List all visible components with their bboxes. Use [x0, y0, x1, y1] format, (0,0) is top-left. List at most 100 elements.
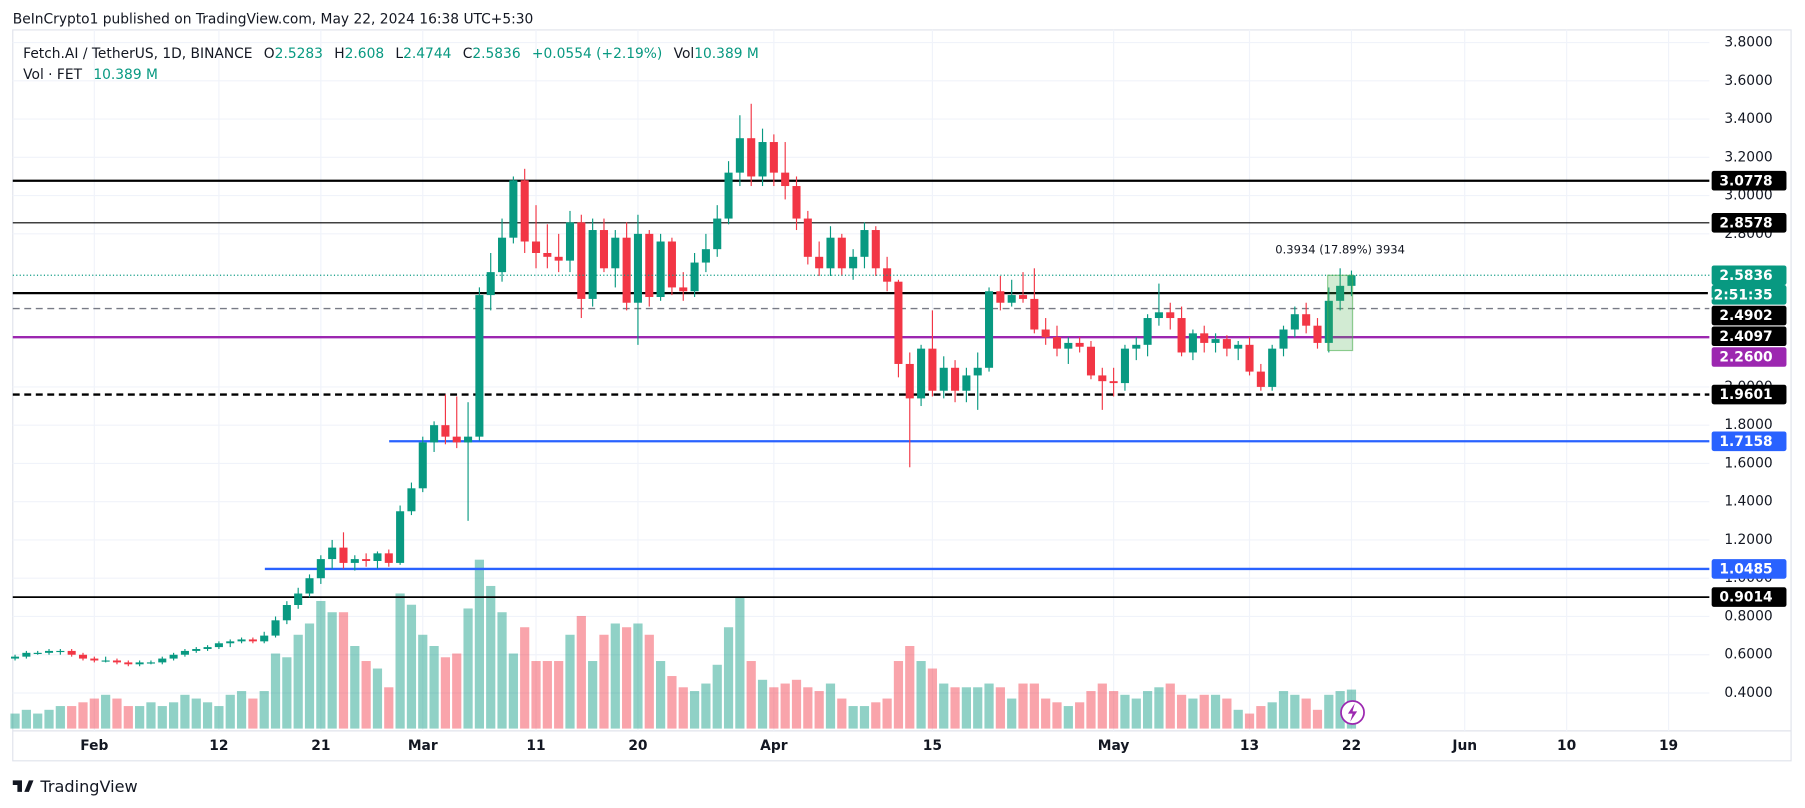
candle-body [509, 180, 518, 238]
candle-body [1256, 371, 1265, 387]
candle-body [690, 262, 699, 292]
candle-body [928, 348, 937, 391]
volume-bar [123, 706, 133, 729]
candle-body [645, 233, 654, 297]
legend-key: O [264, 46, 275, 62]
candle-body [146, 662, 155, 664]
candle-body [724, 172, 733, 219]
x-tick-label: May [1098, 738, 1130, 754]
candle-body [565, 222, 575, 261]
volume-bar [327, 612, 337, 729]
volume-bar [1142, 691, 1153, 729]
volume-bar [44, 709, 54, 729]
volume-bar [859, 706, 870, 729]
y-tick-label: 1.6000 [1724, 455, 1772, 471]
price-label-bg [1711, 326, 1787, 347]
volume-bar [554, 661, 564, 729]
legend-key: L [395, 46, 403, 62]
volume-bar [429, 646, 439, 729]
legend-key: H [334, 46, 344, 62]
x-tick-label: Apr [760, 738, 788, 754]
candle-body [633, 233, 642, 303]
volume-bar [350, 646, 360, 729]
legend-line: Fetch.AI / TetherUS, 1D, BINANCE O2.5283… [23, 46, 759, 62]
volume-bar [961, 687, 971, 729]
x-tick-label: 21 [311, 738, 330, 754]
volume-bar [316, 600, 326, 729]
volume-bar [723, 627, 734, 729]
volume-bar [248, 698, 258, 729]
volume-bar [712, 664, 722, 729]
candle-body [418, 442, 427, 489]
candle-body [996, 291, 1005, 303]
candle-body [316, 559, 325, 579]
y-tick-label: 1.8000 [1724, 417, 1772, 433]
y-tick-label: 0.6000 [1724, 647, 1772, 663]
x-tick-label: 20 [628, 738, 647, 754]
volume-bar [588, 661, 598, 729]
volume-bar [372, 668, 383, 729]
volume-bar [939, 683, 949, 729]
volume-bar [735, 597, 745, 729]
candle-body [1064, 342, 1073, 349]
candle-body [180, 650, 189, 655]
candle-body [384, 553, 393, 563]
price-label: 2.5836 [1719, 268, 1772, 284]
volume-bar [837, 698, 847, 729]
candle-body [905, 363, 914, 399]
price-label: 12:51:35 [1704, 287, 1773, 303]
volume-bar [576, 615, 586, 729]
price-label: 2.2600 [1719, 350, 1772, 366]
volume-bar [871, 702, 881, 729]
candle-body [1030, 298, 1039, 330]
candle-body [56, 650, 65, 653]
candle-body [588, 230, 597, 299]
volume-bar [338, 612, 349, 729]
volume-bar [508, 653, 518, 729]
candle-body [577, 222, 586, 299]
x-tick-label: 10 [1557, 738, 1576, 754]
price-label-bg [1711, 265, 1787, 286]
candle-body [917, 348, 926, 399]
volume-bar [893, 661, 904, 729]
price-label: 2.4097 [1719, 329, 1772, 345]
volume-bar [1210, 694, 1221, 729]
candle-body [1302, 314, 1311, 326]
volume-legend: Vol · FET 10.389 M [23, 67, 158, 83]
volume-bar [1097, 683, 1107, 729]
replay-icon[interactable] [1340, 700, 1365, 725]
candle-body [203, 647, 212, 650]
volume-bar [644, 634, 654, 729]
volume-bar [463, 608, 473, 729]
volume-bar [791, 679, 802, 729]
overlay-layer: 0.3934 (17.89%) 3934 [12, 242, 1710, 352]
symbol: Fetch.AI / TetherUS, 1D, BINANCE [23, 46, 252, 62]
volume-bar [1290, 694, 1300, 729]
candle-body [305, 578, 314, 594]
volume-bar [1154, 687, 1164, 729]
price-label-bg [1711, 213, 1787, 233]
volume-bar [452, 653, 462, 729]
price-labels-layer: 3.0778 2.8578 2.5836 12:51:35 2.4902 2.4097 2.… [1704, 170, 1787, 607]
candle-body [849, 256, 858, 269]
price-label-bg [1711, 559, 1787, 579]
volume-bar [474, 559, 484, 729]
volume-bar [1176, 694, 1187, 729]
volume-bar [1267, 702, 1277, 729]
candles-layer [11, 103, 1356, 667]
volume-bar [701, 683, 711, 729]
candle-body [1211, 339, 1220, 343]
candle-body [1109, 381, 1118, 384]
candle-body [837, 237, 846, 269]
volume-bar [803, 687, 813, 729]
volume-bar [259, 691, 269, 729]
volume-bar [486, 585, 496, 729]
candle-body [871, 230, 880, 269]
candle-body [781, 172, 790, 187]
candle-body [735, 138, 744, 173]
volume-bar [1278, 691, 1289, 729]
candle-body [260, 635, 269, 642]
candle-body [667, 241, 676, 288]
candle-body [622, 237, 631, 303]
candle-body [498, 237, 507, 273]
